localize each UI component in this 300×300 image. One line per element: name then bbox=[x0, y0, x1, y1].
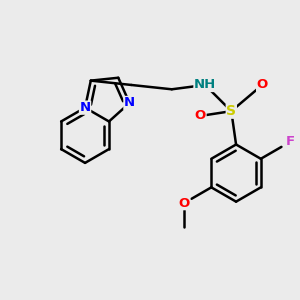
Text: NH: NH bbox=[194, 79, 216, 92]
Text: N: N bbox=[80, 101, 91, 114]
Text: O: O bbox=[178, 196, 190, 210]
Text: S: S bbox=[226, 104, 236, 118]
Text: O: O bbox=[256, 79, 268, 92]
Text: O: O bbox=[195, 110, 206, 122]
Text: F: F bbox=[286, 135, 295, 148]
Text: N: N bbox=[124, 97, 135, 110]
